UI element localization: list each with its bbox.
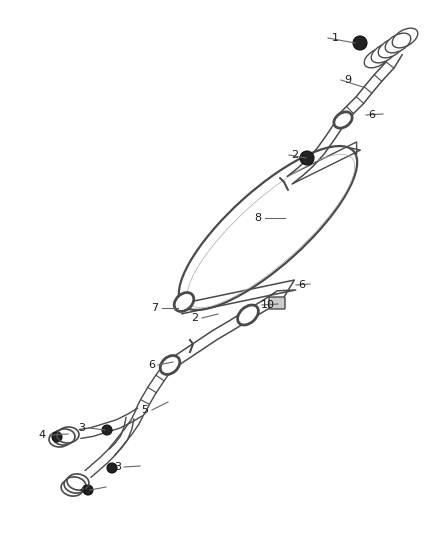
Circle shape: [353, 36, 367, 50]
Ellipse shape: [334, 112, 352, 128]
Ellipse shape: [385, 33, 411, 53]
Polygon shape: [109, 417, 134, 455]
Circle shape: [107, 463, 117, 473]
Ellipse shape: [179, 146, 357, 310]
Circle shape: [52, 432, 62, 442]
Circle shape: [83, 485, 93, 495]
Polygon shape: [135, 365, 171, 414]
Ellipse shape: [371, 43, 397, 63]
Ellipse shape: [61, 480, 83, 496]
Text: 6: 6: [148, 360, 155, 370]
Polygon shape: [85, 410, 144, 478]
Polygon shape: [288, 142, 360, 184]
Text: 3: 3: [114, 462, 121, 472]
Polygon shape: [167, 280, 296, 369]
Text: 8: 8: [254, 213, 261, 223]
Text: 3: 3: [78, 423, 85, 433]
Text: 5: 5: [141, 405, 148, 415]
Polygon shape: [339, 50, 402, 122]
Text: 7: 7: [152, 303, 159, 313]
Text: 1: 1: [332, 33, 339, 43]
Ellipse shape: [364, 48, 390, 68]
Ellipse shape: [160, 356, 180, 375]
Text: 6: 6: [299, 280, 305, 290]
Text: 4: 4: [39, 430, 46, 440]
Text: 10: 10: [261, 300, 275, 310]
Circle shape: [300, 151, 314, 165]
Ellipse shape: [174, 293, 194, 311]
Ellipse shape: [53, 429, 75, 445]
Ellipse shape: [49, 431, 71, 447]
Polygon shape: [79, 408, 142, 439]
Circle shape: [102, 425, 112, 435]
Text: 2: 2: [291, 150, 299, 160]
Ellipse shape: [237, 305, 258, 325]
Ellipse shape: [378, 38, 404, 58]
FancyBboxPatch shape: [269, 297, 285, 309]
Text: 9: 9: [344, 75, 352, 85]
Ellipse shape: [64, 477, 86, 493]
Polygon shape: [287, 124, 342, 183]
Text: 2: 2: [191, 313, 198, 323]
Text: 6: 6: [368, 110, 375, 120]
Text: 4: 4: [79, 485, 87, 495]
